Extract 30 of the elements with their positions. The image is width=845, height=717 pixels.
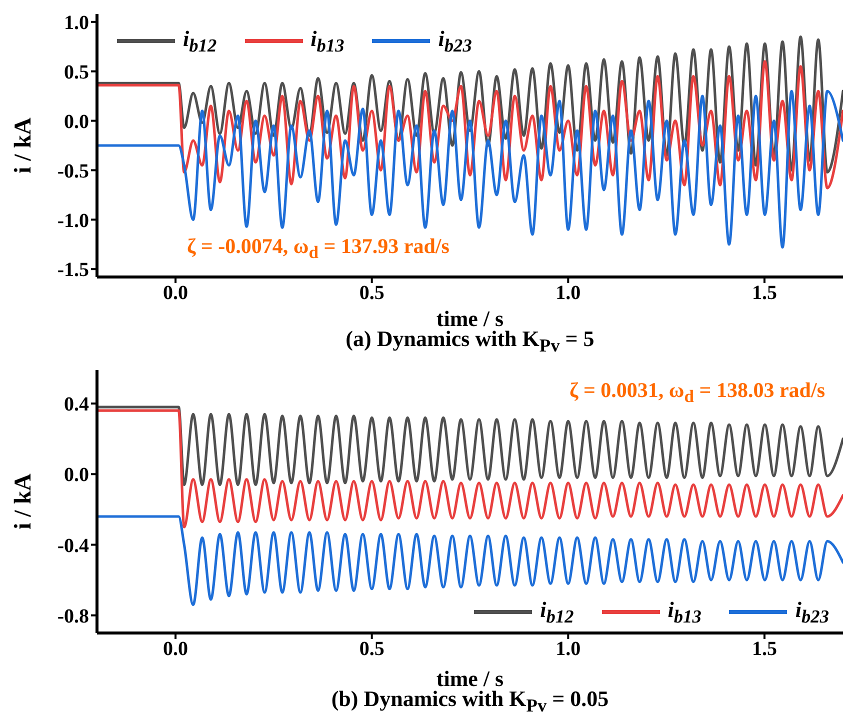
x-tick-label: 0.5 xyxy=(359,282,384,304)
y-tick-label: 1.0 xyxy=(64,12,89,34)
x-tick-label: 1.5 xyxy=(752,638,777,660)
x-tick-label: 0.5 xyxy=(359,638,384,660)
legend-label: i$_{b12}$ xyxy=(183,26,217,56)
x-tick-label: 1.5 xyxy=(752,282,777,304)
y-tick-label: 0.4 xyxy=(64,394,89,416)
y-tick-label: -0.5 xyxy=(57,160,89,182)
y-tick-label: -0.8 xyxy=(57,605,89,628)
x-tick-label: 1.0 xyxy=(556,638,581,660)
x-tick-label: 1.0 xyxy=(556,282,581,304)
legend-label: i$_{b12}$ xyxy=(540,596,574,627)
annotation: ζ = 0.0031, ω$_{d}$ = 138.03 rad/s xyxy=(570,378,825,408)
line-series xyxy=(97,406,843,486)
y-axis-title: i / kA xyxy=(10,472,37,530)
y-tick-label: -1.5 xyxy=(57,259,89,282)
legend-label: i$_{b23}$ xyxy=(438,26,472,56)
y-tick-label: 0.5 xyxy=(64,61,89,84)
y-axis-title: i / kA xyxy=(10,116,37,174)
x-tick-label: 0.0 xyxy=(163,282,188,304)
line-series xyxy=(97,409,843,528)
legend-label: i$_{b23}$ xyxy=(795,596,829,627)
x-tick-label: 0.0 xyxy=(163,638,188,660)
y-tick-label: 0.0 xyxy=(64,464,89,486)
y-tick-label: -1.0 xyxy=(57,210,89,232)
legend-label: i$_{b13}$ xyxy=(668,596,702,627)
y-tick-label: 0.0 xyxy=(64,110,89,133)
annotation: ζ = -0.0074, ω$_{d}$ = 137.93 rad/s xyxy=(187,234,450,263)
y-tick-label: -0.4 xyxy=(57,534,89,557)
legend-label: i$_{b13}$ xyxy=(310,26,344,56)
